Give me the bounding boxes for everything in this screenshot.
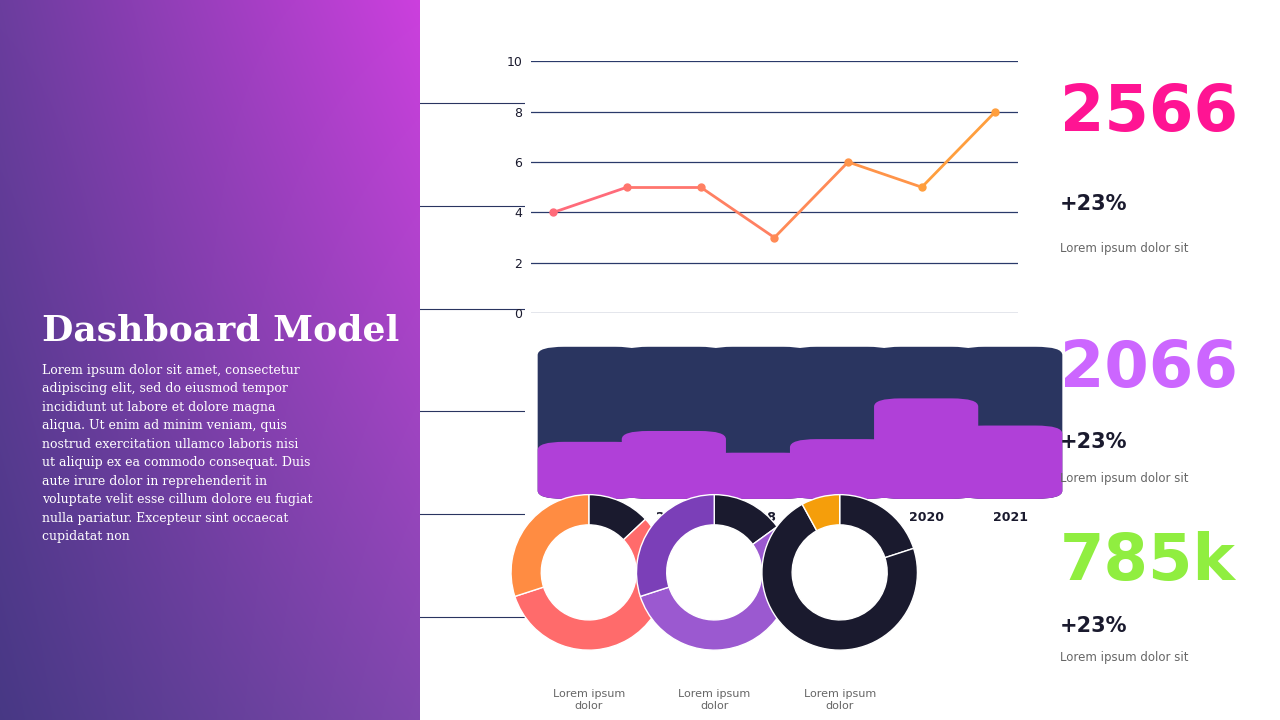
- Text: 2066: 2066: [1060, 338, 1238, 400]
- Text: +23%: +23%: [1060, 194, 1128, 215]
- FancyBboxPatch shape: [874, 347, 978, 499]
- Text: 2566: 2566: [1060, 82, 1238, 144]
- FancyBboxPatch shape: [705, 347, 810, 499]
- FancyBboxPatch shape: [622, 347, 726, 499]
- Wedge shape: [511, 495, 589, 596]
- Text: 2018: 2018: [741, 510, 776, 523]
- FancyBboxPatch shape: [705, 453, 810, 499]
- FancyBboxPatch shape: [538, 442, 641, 499]
- FancyBboxPatch shape: [538, 347, 641, 499]
- FancyBboxPatch shape: [959, 426, 1062, 499]
- Wedge shape: [840, 495, 914, 558]
- Text: 2020: 2020: [909, 510, 943, 523]
- Text: +23%: +23%: [1060, 432, 1128, 452]
- Text: Lorem ipsum dolor sit: Lorem ipsum dolor sit: [1060, 651, 1189, 665]
- Text: Dashboard Model: Dashboard Model: [42, 313, 399, 347]
- Text: 2017: 2017: [657, 510, 691, 523]
- Text: +23%: +23%: [1060, 616, 1128, 636]
- Wedge shape: [636, 495, 714, 596]
- Text: Lorem ipsum dolor sit: Lorem ipsum dolor sit: [1060, 472, 1189, 485]
- Text: Lorem ipsum
dolor: Lorem ipsum dolor: [678, 689, 750, 711]
- Text: 2021: 2021: [993, 510, 1028, 523]
- Text: Lorem ipsum
dolor: Lorem ipsum dolor: [553, 689, 625, 711]
- Text: Lorem ipsum dolor sit amet, consectetur
adipiscing elit, sed do eiusmod tempor
i: Lorem ipsum dolor sit amet, consectetur …: [42, 364, 312, 543]
- Text: Lorem ipsum dolor sit: Lorem ipsum dolor sit: [1060, 242, 1189, 255]
- Wedge shape: [762, 504, 918, 650]
- Wedge shape: [714, 495, 777, 544]
- FancyBboxPatch shape: [790, 439, 895, 499]
- Wedge shape: [640, 527, 792, 650]
- Text: 2016: 2016: [572, 510, 607, 523]
- FancyBboxPatch shape: [622, 431, 726, 499]
- Wedge shape: [803, 495, 840, 531]
- Text: 785k: 785k: [1060, 531, 1236, 593]
- Text: 2019: 2019: [824, 510, 859, 523]
- FancyBboxPatch shape: [959, 347, 1062, 499]
- Wedge shape: [589, 495, 645, 540]
- Wedge shape: [515, 519, 667, 650]
- FancyBboxPatch shape: [874, 398, 978, 499]
- FancyBboxPatch shape: [790, 347, 895, 499]
- Text: Lorem ipsum
dolor: Lorem ipsum dolor: [804, 689, 876, 711]
